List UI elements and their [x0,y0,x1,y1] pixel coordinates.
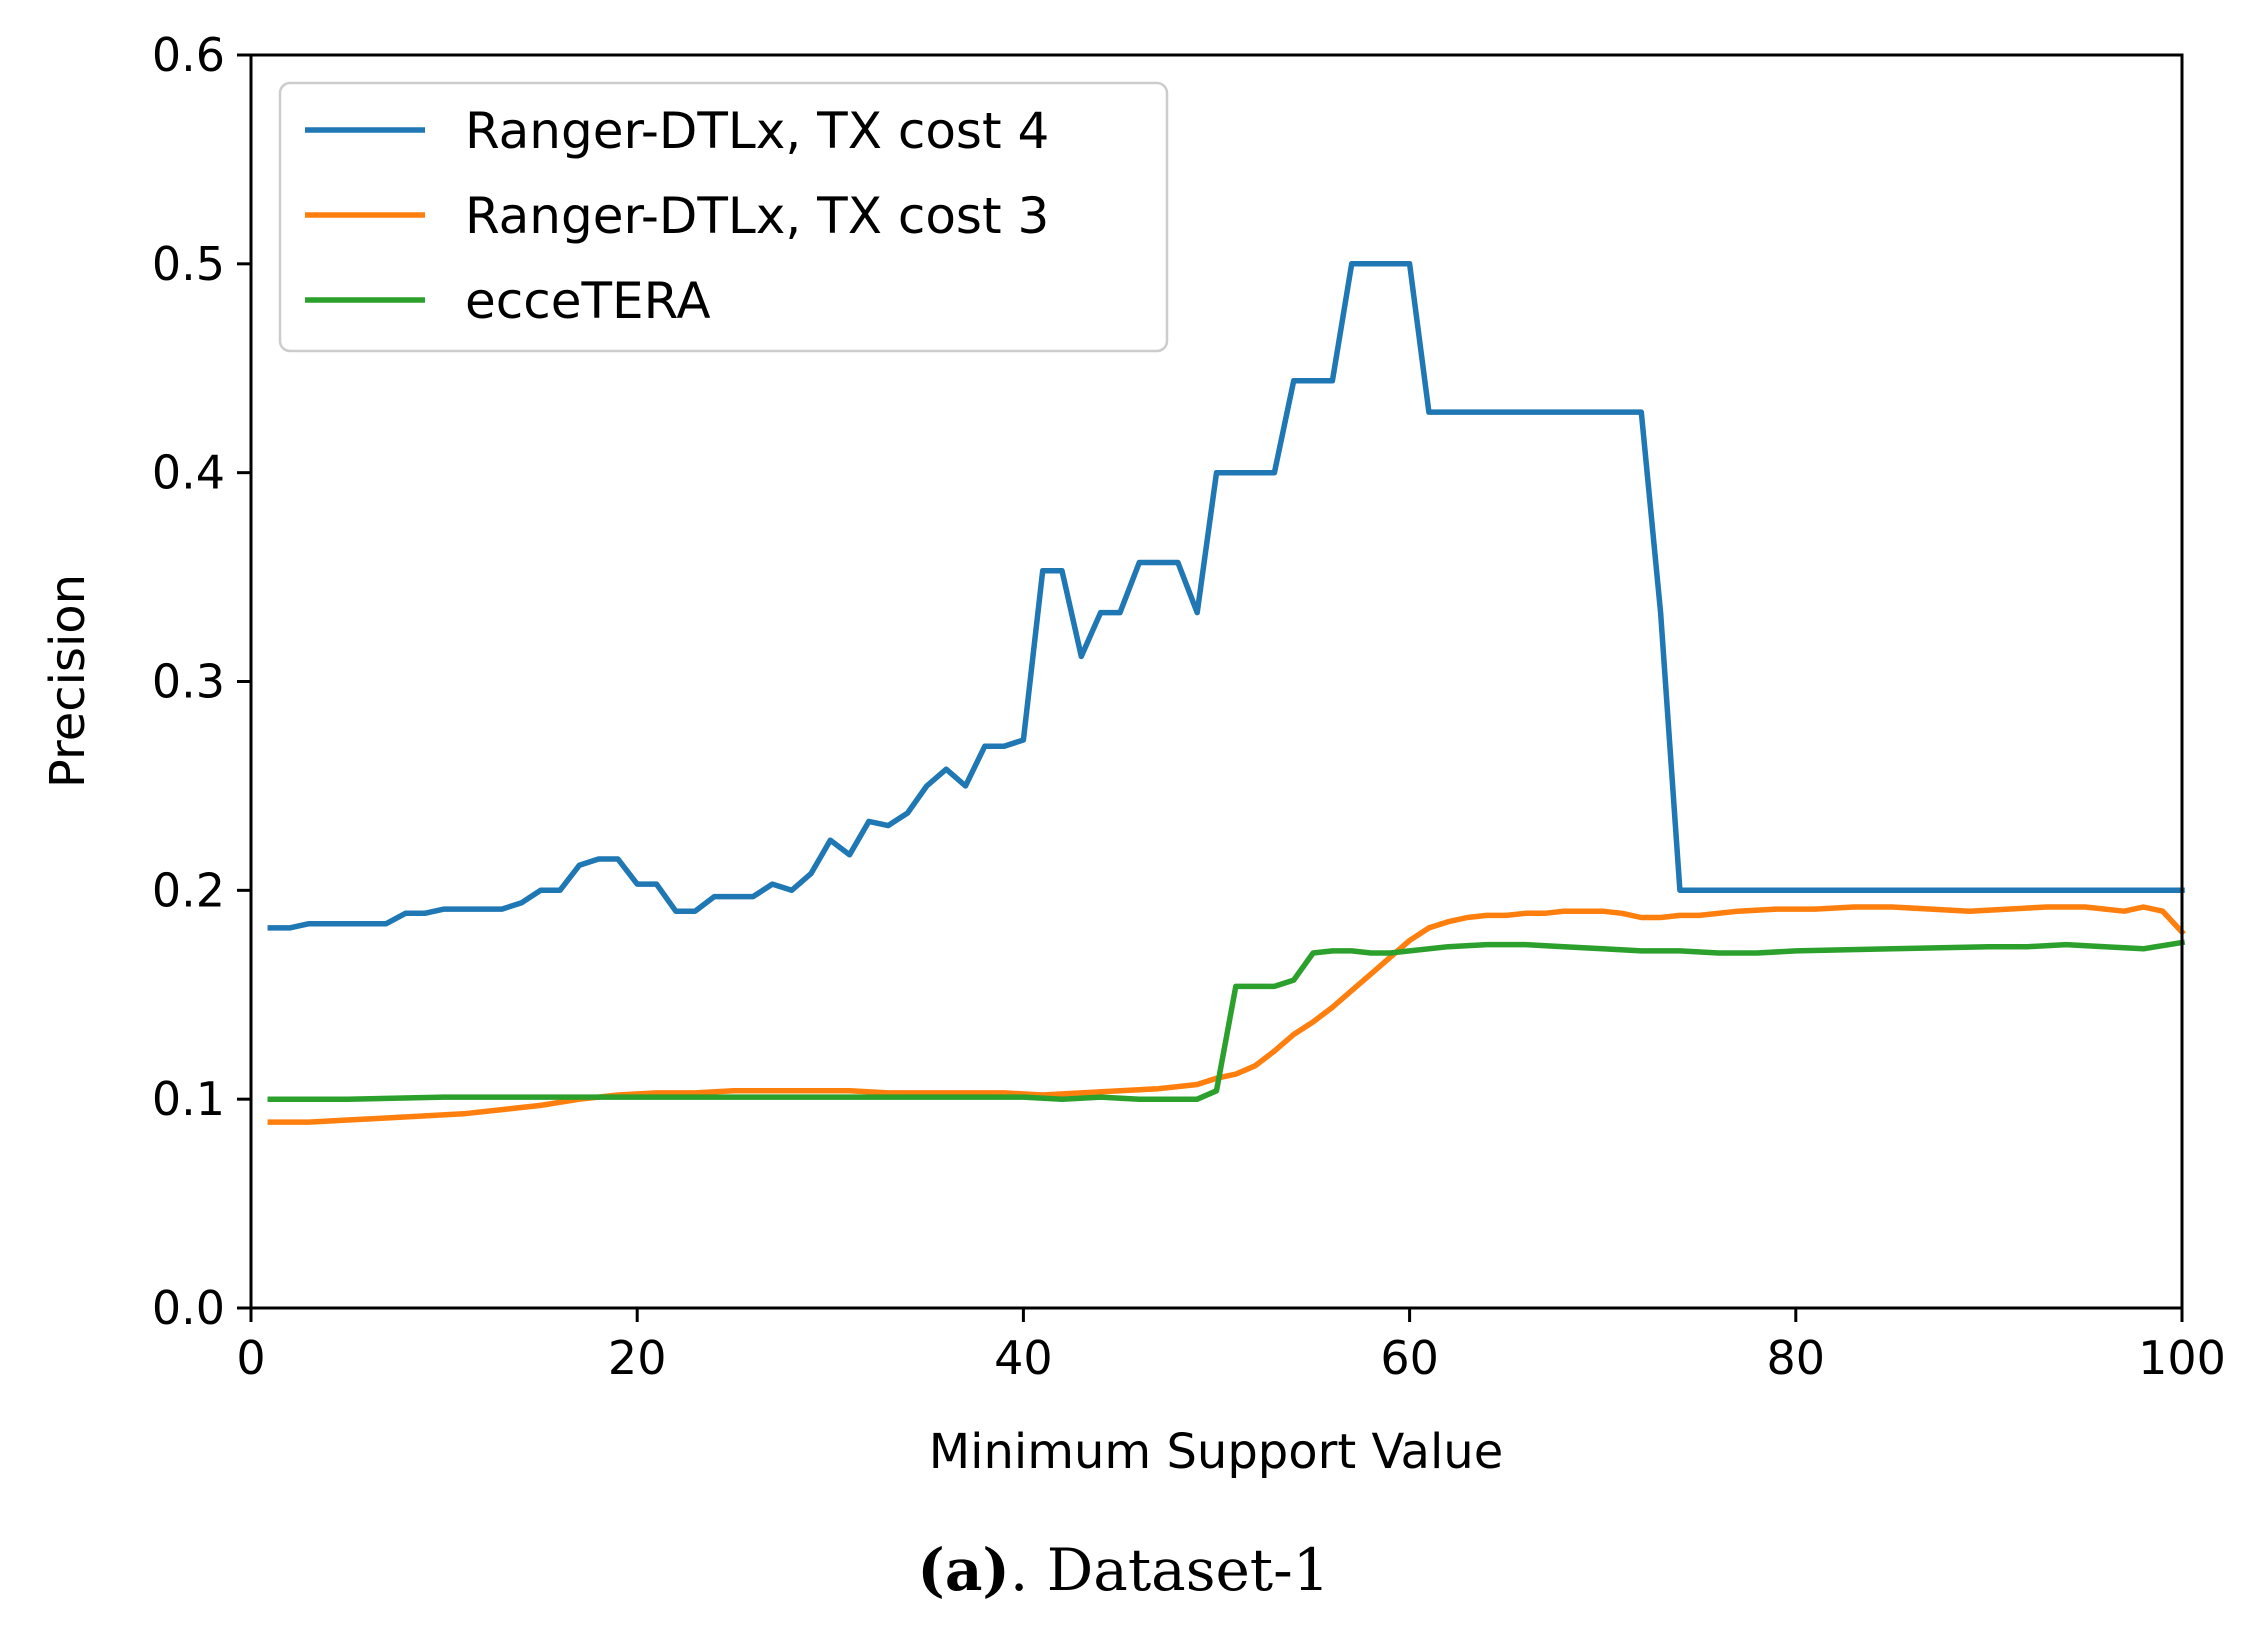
legend-label: ecceTERA [465,272,711,330]
caption-label: (a) [917,1536,1010,1604]
x-tick-label: 80 [1767,1331,1826,1385]
x-tick-label: 100 [2138,1331,2226,1385]
line-chart: 0 20 40 60 80 100 0.0 0.1 0.2 0.3 0.4 0.5 0.6 Minim… [40,28,2226,1480]
x-tick-label: 0 [236,1331,265,1385]
x-axis: 0 20 40 60 80 100 [236,1308,2226,1385]
y-tick-label: 0.6 [152,28,225,82]
series-line-1 [267,261,2185,931]
series-line-3 [267,939,2186,1102]
x-tick-label: 60 [1380,1331,1439,1385]
y-tick-label: 0.3 [152,655,225,709]
series-line-2 [267,904,2186,1125]
y-tick-label: 0.5 [152,237,225,291]
caption-text: . Dataset-1 [1009,1536,1330,1604]
legend-label: Ranger-DTLx, TX cost 3 [465,187,1049,245]
figure-caption: (a). Dataset-1 [0,1536,2247,1604]
y-axis-label: Precision [40,574,96,788]
x-tick-label: 20 [608,1331,667,1385]
legend-label: Ranger-DTLx, TX cost 4 [465,102,1049,160]
y-tick-label: 0.2 [152,863,225,917]
y-axis: 0.0 0.1 0.2 0.3 0.4 0.5 0.6 [152,28,251,1335]
x-axis-label: Minimum Support Value [929,1424,1504,1480]
legend: Ranger-DTLx, TX cost 4 Ranger-DTLx, TX co… [278,81,1169,353]
x-tick-label: 40 [994,1331,1053,1385]
plot-lines [267,261,2186,1125]
y-tick-label: 0.0 [152,1281,225,1335]
legend-box [278,81,1169,353]
y-tick-label: 0.1 [152,1072,225,1126]
y-tick-label: 0.4 [152,446,225,500]
